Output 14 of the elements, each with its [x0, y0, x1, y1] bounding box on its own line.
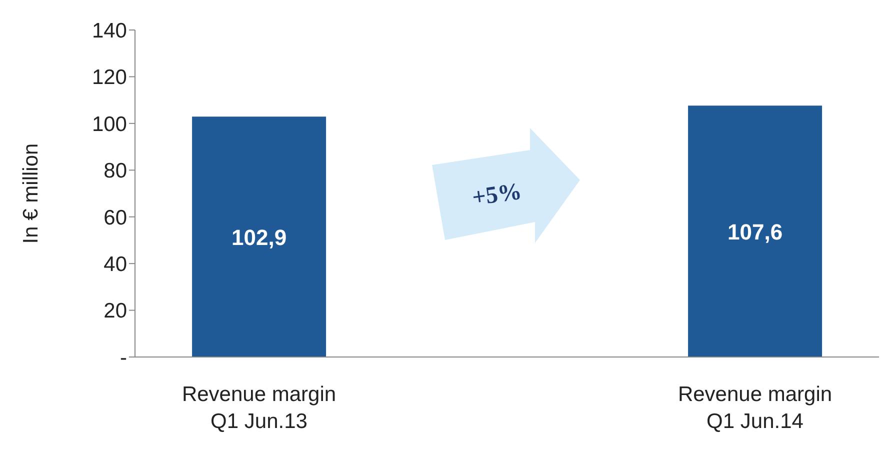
y-tick-label: - [120, 346, 127, 370]
data-label: 102,9 [232, 224, 287, 250]
annotation: +5% [470, 178, 524, 212]
y-tick-label: 140 [92, 19, 127, 42]
x-tick-label: Revenue margin Q1 Jun.13 [182, 383, 336, 433]
x-tick-label: Revenue margin Q1 Jun.14 [678, 383, 832, 433]
y-tick-label: 100 [92, 112, 127, 136]
data-label: 107,6 [728, 219, 783, 244]
y-tick-label: 20 [104, 300, 127, 323]
y-tick-label: 80 [104, 160, 127, 183]
y-tick-label: 40 [104, 253, 127, 276]
y-axis-title: In € million [19, 143, 42, 244]
y-tick-label: 60 [104, 206, 127, 230]
y-tick-label: 120 [92, 66, 127, 90]
